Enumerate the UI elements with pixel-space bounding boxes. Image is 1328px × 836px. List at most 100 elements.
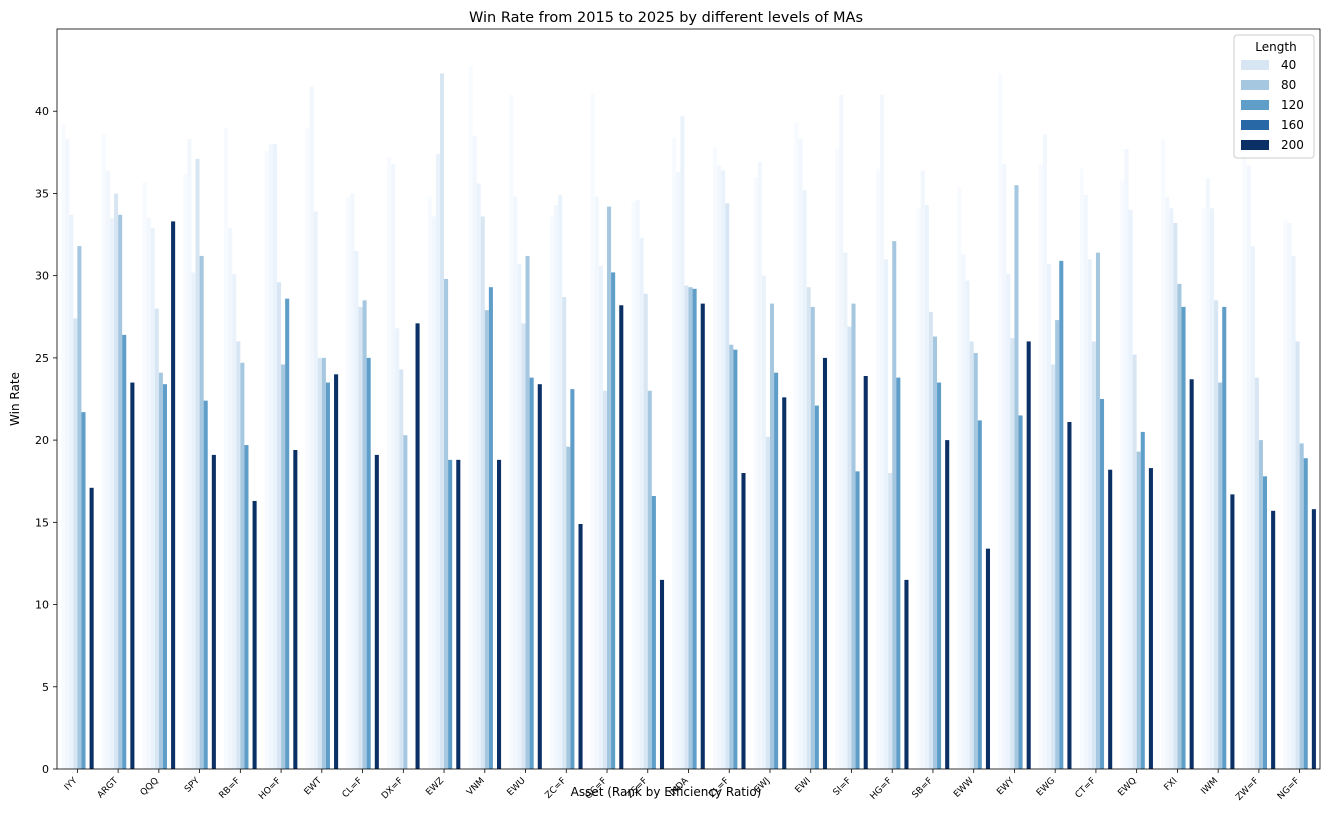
bar-CT=F-s1 [1083, 195, 1088, 770]
legend-swatch-40 [1241, 60, 1269, 70]
bar-EWG-s2 [1047, 264, 1052, 769]
bar-EWG-s4 [1055, 320, 1060, 769]
bars-group [61, 66, 1316, 770]
bar-EWG-s0 [1038, 163, 1043, 770]
bar-ZS=F-s4 [647, 390, 652, 769]
bar-EWU-s5 [529, 377, 534, 769]
bar-HG=F-s7 [904, 579, 909, 769]
bar-HO=F-s5 [285, 298, 290, 769]
bar-EWQ-s2 [1128, 209, 1133, 769]
x-tick-label: VNM [465, 776, 487, 798]
bar-ZL=F-s5 [733, 349, 738, 769]
bar-FXI-s1 [1165, 196, 1170, 770]
bar-FXI-s0 [1161, 139, 1166, 769]
bar-EWT-s3 [317, 357, 322, 769]
bar-FXI-s5 [1181, 306, 1186, 769]
x-tick-label: DX=F [380, 776, 405, 801]
bar-CL=F-s5 [366, 357, 371, 769]
bar-EWU-s7 [537, 384, 542, 769]
bar-IWM-s2 [1210, 208, 1215, 770]
bar-EWY-s2 [1006, 274, 1011, 769]
bar-SB=F-s3 [928, 311, 933, 769]
bar-SPY-s5 [203, 400, 208, 769]
bar-CT=F-s3 [1091, 341, 1096, 769]
bar-ARGT-s5 [122, 334, 127, 769]
bar-INDA-s5 [692, 288, 697, 769]
bar-ZC=F-s1 [554, 204, 559, 769]
bar-EWJ-s1 [757, 162, 762, 769]
bar-IYY-s2 [69, 214, 74, 769]
legend-swatch-120 [1241, 100, 1269, 110]
bar-IWM-s7 [1230, 494, 1235, 769]
bar-EWG-s7 [1067, 422, 1072, 769]
x-tick-label: FXI [1163, 776, 1180, 793]
legend-swatch-200 [1241, 140, 1269, 150]
y-tick-label: 30 [35, 270, 49, 283]
bar-GC=F-s7 [619, 305, 624, 769]
x-tick-label: ZC=F [544, 776, 569, 801]
x-axis-label: Asset (Rank by Efficiency Ratio) [571, 785, 762, 799]
y-axis: 0 5 10 15 20 25 30 35 40 [35, 105, 57, 776]
bar-EWT-s2 [313, 211, 318, 769]
bar-DX=F-s2 [395, 328, 400, 769]
bar-EWU-s1 [513, 196, 518, 770]
bar-EWI-s1 [798, 139, 803, 769]
bar-GC=F-s3 [602, 390, 608, 769]
bar-EWZ-s5 [448, 459, 453, 769]
bar-IYY-s0 [61, 124, 66, 769]
x-tick-label: IYY [63, 776, 80, 793]
x-tick-label: NG=F [1276, 776, 1302, 802]
bar-DX=F-s3 [399, 369, 404, 769]
bar-EWW-s7 [985, 548, 990, 769]
bar-HO=F-s2 [272, 144, 277, 770]
bar-RB=F-s0 [224, 127, 229, 770]
bar-QQQ-s2 [150, 227, 155, 770]
bar-EWJ-s3 [765, 436, 770, 769]
bar-NG=F-s5 [1303, 458, 1308, 769]
bar-EWJ-s5 [774, 372, 779, 769]
bar-EWI-s5 [814, 405, 819, 769]
bar-QQQ-s5 [162, 384, 167, 769]
bar-SPY-s2 [191, 272, 196, 769]
bar-IYY-s1 [65, 139, 70, 769]
bar-RB=F-s3 [236, 341, 241, 769]
bar-ZS=F-s7 [659, 579, 665, 769]
y-tick-label: 25 [35, 352, 49, 365]
bar-HO=F-s3 [277, 282, 282, 769]
x-tick-label: HG=F [869, 776, 895, 802]
bar-ZC=F-s0 [549, 216, 555, 770]
bar-ARGT-s1 [105, 170, 110, 770]
bar-ZS=F-s2 [639, 237, 644, 770]
chart-title: Win Rate from 2015 to 2025 by different … [469, 10, 863, 26]
bar-FXI-s2 [1169, 208, 1174, 770]
bar-SPY-s3 [195, 158, 200, 769]
bar-EWY-s5 [1018, 415, 1023, 769]
bar-SB=F-s5 [937, 382, 942, 769]
bar-EWQ-s3 [1132, 354, 1137, 769]
bar-SI=F-s1 [839, 94, 844, 769]
bar-EWT-s1 [309, 86, 314, 769]
bar-RB=F-s7 [252, 500, 257, 769]
bar-VNM-s1 [472, 135, 477, 769]
bar-NG=F-s2 [1291, 255, 1296, 769]
bar-EWT-s4 [321, 357, 326, 769]
bar-SI=F-s0 [835, 147, 840, 769]
bar-CL=F-s0 [346, 196, 351, 770]
bar-EWY-s0 [998, 73, 1003, 769]
bar-INDA-s4 [688, 287, 693, 769]
bar-EWY-s4 [1014, 185, 1019, 770]
bar-EWQ-s0 [1120, 180, 1125, 770]
bar-HG=F-s2 [884, 259, 889, 769]
bar-EWJ-s0 [753, 177, 758, 769]
bar-HG=F-s1 [879, 94, 885, 769]
bar-HG=F-s0 [875, 168, 880, 769]
bar-EWI-s7 [822, 357, 828, 769]
bar-FXI-s4 [1177, 283, 1182, 769]
x-tick-label: EWY [995, 776, 1017, 798]
bar-EWY-s7 [1026, 341, 1031, 769]
bar-EWW-s4 [973, 352, 978, 769]
bar-ZC=F-s7 [578, 523, 583, 769]
bar-ZL=F-s2 [721, 170, 726, 770]
bar-RB=F-s1 [228, 227, 233, 770]
bar-ZL=F-s4 [729, 344, 734, 769]
